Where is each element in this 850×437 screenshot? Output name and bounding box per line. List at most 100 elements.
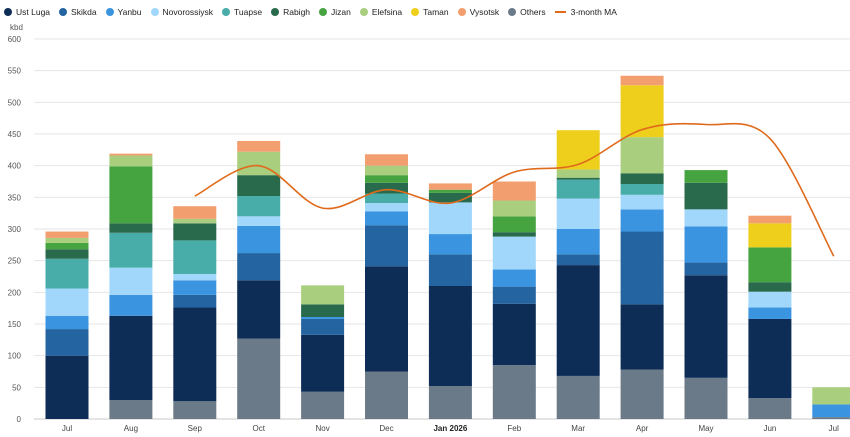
legend-item-taman[interactable]: Taman: [411, 7, 449, 17]
legend-label: Taman: [423, 7, 449, 17]
bar-segment-skikda: [556, 254, 600, 266]
bar-segment-tuapse: [45, 258, 89, 289]
y-tick-label: 600: [8, 35, 22, 44]
y-tick-label: 550: [8, 67, 22, 76]
chart-legend: Ust Luga Skikda Yanbu Novorossiysk Tuapse Rab…: [4, 4, 850, 20]
bar-segment-others: [428, 386, 472, 419]
bar-segment-vysotsk: [109, 153, 153, 156]
x-tick-label: Jun: [763, 424, 776, 433]
bar-segment-ust-luga: [365, 266, 408, 372]
x-tick-label: Sep: [188, 424, 203, 433]
legend-item-others[interactable]: Others: [508, 7, 546, 17]
legend-item-ust-luga[interactable]: Ust Luga: [4, 7, 50, 17]
legend-dot-swatch: [319, 8, 328, 16]
legend-dot-swatch: [359, 8, 368, 16]
bar-segment-ust-luga: [428, 286, 472, 387]
bar-segment-yanbu: [428, 234, 472, 255]
bar-segment-vysotsk: [365, 154, 408, 166]
bar-segment-ust-luga: [620, 304, 664, 370]
bar-segment-others: [748, 398, 792, 419]
y-tick-label: 200: [8, 288, 22, 297]
y-tick-label: 150: [8, 320, 22, 329]
bar-segment-skikda: [684, 262, 728, 276]
bar-segment-rabigh: [45, 249, 89, 259]
legend-item-elefsina[interactable]: Elefsina: [359, 7, 402, 17]
y-tick-label: 0: [17, 415, 22, 424]
legend-label: Jizan: [331, 7, 351, 17]
legend-dot-swatch: [271, 8, 280, 16]
legend-label: Vysotsk: [469, 7, 500, 17]
bar-stack-feb: [492, 181, 536, 419]
bar-segment-jizan: [365, 175, 408, 183]
legend-label: Skikda: [71, 7, 97, 17]
legend-label: Others: [520, 7, 546, 17]
bar-segment-novorossiysk: [365, 203, 408, 212]
bar-stack-jul: [45, 231, 89, 419]
bar-segment-others: [812, 417, 850, 419]
y-tick-label: 250: [8, 257, 22, 266]
bars: [45, 75, 850, 419]
legend-item-rabigh[interactable]: Rabigh: [271, 7, 310, 17]
legend-dot-swatch: [4, 8, 12, 16]
legend-dot-swatch: [411, 8, 420, 16]
bar-segment-yanbu: [492, 269, 536, 287]
legend-item-tuapse[interactable]: Tuapse: [222, 7, 262, 17]
legend-item-skikda[interactable]: Skikda: [59, 7, 97, 17]
bar-segment-others: [109, 400, 153, 419]
legend-dot-swatch: [105, 8, 114, 16]
x-tick-label: Dec: [379, 424, 393, 433]
legend-dot-swatch: [222, 8, 231, 16]
bar-segment-taman: [748, 223, 792, 248]
bar-segment-elefsina: [301, 285, 345, 305]
bar-segment-skikda: [620, 231, 664, 305]
bar-segment-others: [556, 375, 600, 419]
legend-label: Tuapse: [234, 7, 263, 17]
bar-segment-skikda: [237, 253, 281, 281]
bar-segment-elefsina: [556, 169, 600, 178]
bar-segment-skikda: [428, 254, 472, 286]
bar-stack-sep: [173, 206, 217, 419]
bar-segment-skikda: [301, 318, 345, 335]
legend-item-3-month-ma[interactable]: 3-month MA: [554, 7, 617, 17]
legend-label: Novorossiysk: [162, 7, 214, 17]
legend-dot-swatch: [59, 8, 68, 16]
bar-segment-vysotsk: [748, 215, 792, 224]
bar-segment-rabigh: [109, 223, 153, 233]
bar-stack-nov: [301, 285, 345, 419]
bar-segment-ust-luga: [748, 318, 792, 399]
x-tick-label: Feb: [507, 424, 521, 433]
bar-segment-tuapse: [365, 193, 408, 204]
legend-item-vysotsk[interactable]: Vysotsk: [457, 7, 500, 17]
legend-item-jizan[interactable]: Jizan: [319, 7, 351, 17]
bar-segment-vysotsk: [45, 231, 89, 238]
legend-item-novorossiysk[interactable]: Novorossiysk: [150, 7, 214, 17]
bar-segment-taman: [620, 85, 664, 138]
bar-segment-tuapse: [237, 196, 281, 217]
bar-segment-vysotsk: [620, 75, 664, 86]
bar-segment-jizan: [45, 242, 89, 250]
bar-segment-elefsina: [45, 237, 89, 243]
bar-segment-novorossiysk: [109, 267, 153, 295]
bar-segment-elefsina: [173, 218, 217, 224]
legend-item-yanbu[interactable]: Yanbu: [105, 7, 142, 17]
legend-label: Rabigh: [283, 7, 311, 17]
bar-stack-jun: [748, 215, 792, 419]
x-tick-label: May: [698, 424, 713, 433]
bar-segment-ust-luga: [237, 280, 281, 339]
bar-segment-skikda: [45, 329, 89, 356]
bar-stack-apr: [620, 75, 664, 419]
x-tick-label: Jul: [62, 424, 72, 433]
bar-segment-novorossiysk: [684, 209, 728, 227]
bar-segment-others: [492, 365, 536, 419]
bar-segment-novorossiysk: [173, 273, 217, 281]
bar-segment-rabigh: [748, 282, 792, 292]
x-tick-label: Jul: [829, 424, 839, 433]
bar-segment-others: [620, 369, 664, 419]
bar-segment-rabigh: [428, 192, 472, 203]
bar-segment-taman: [556, 130, 600, 170]
bar-segment-novorossiysk: [556, 198, 600, 229]
y-tick-label: 350: [8, 193, 22, 202]
bar-segment-others: [365, 371, 408, 419]
bar-segment-ust-luga: [556, 265, 600, 376]
